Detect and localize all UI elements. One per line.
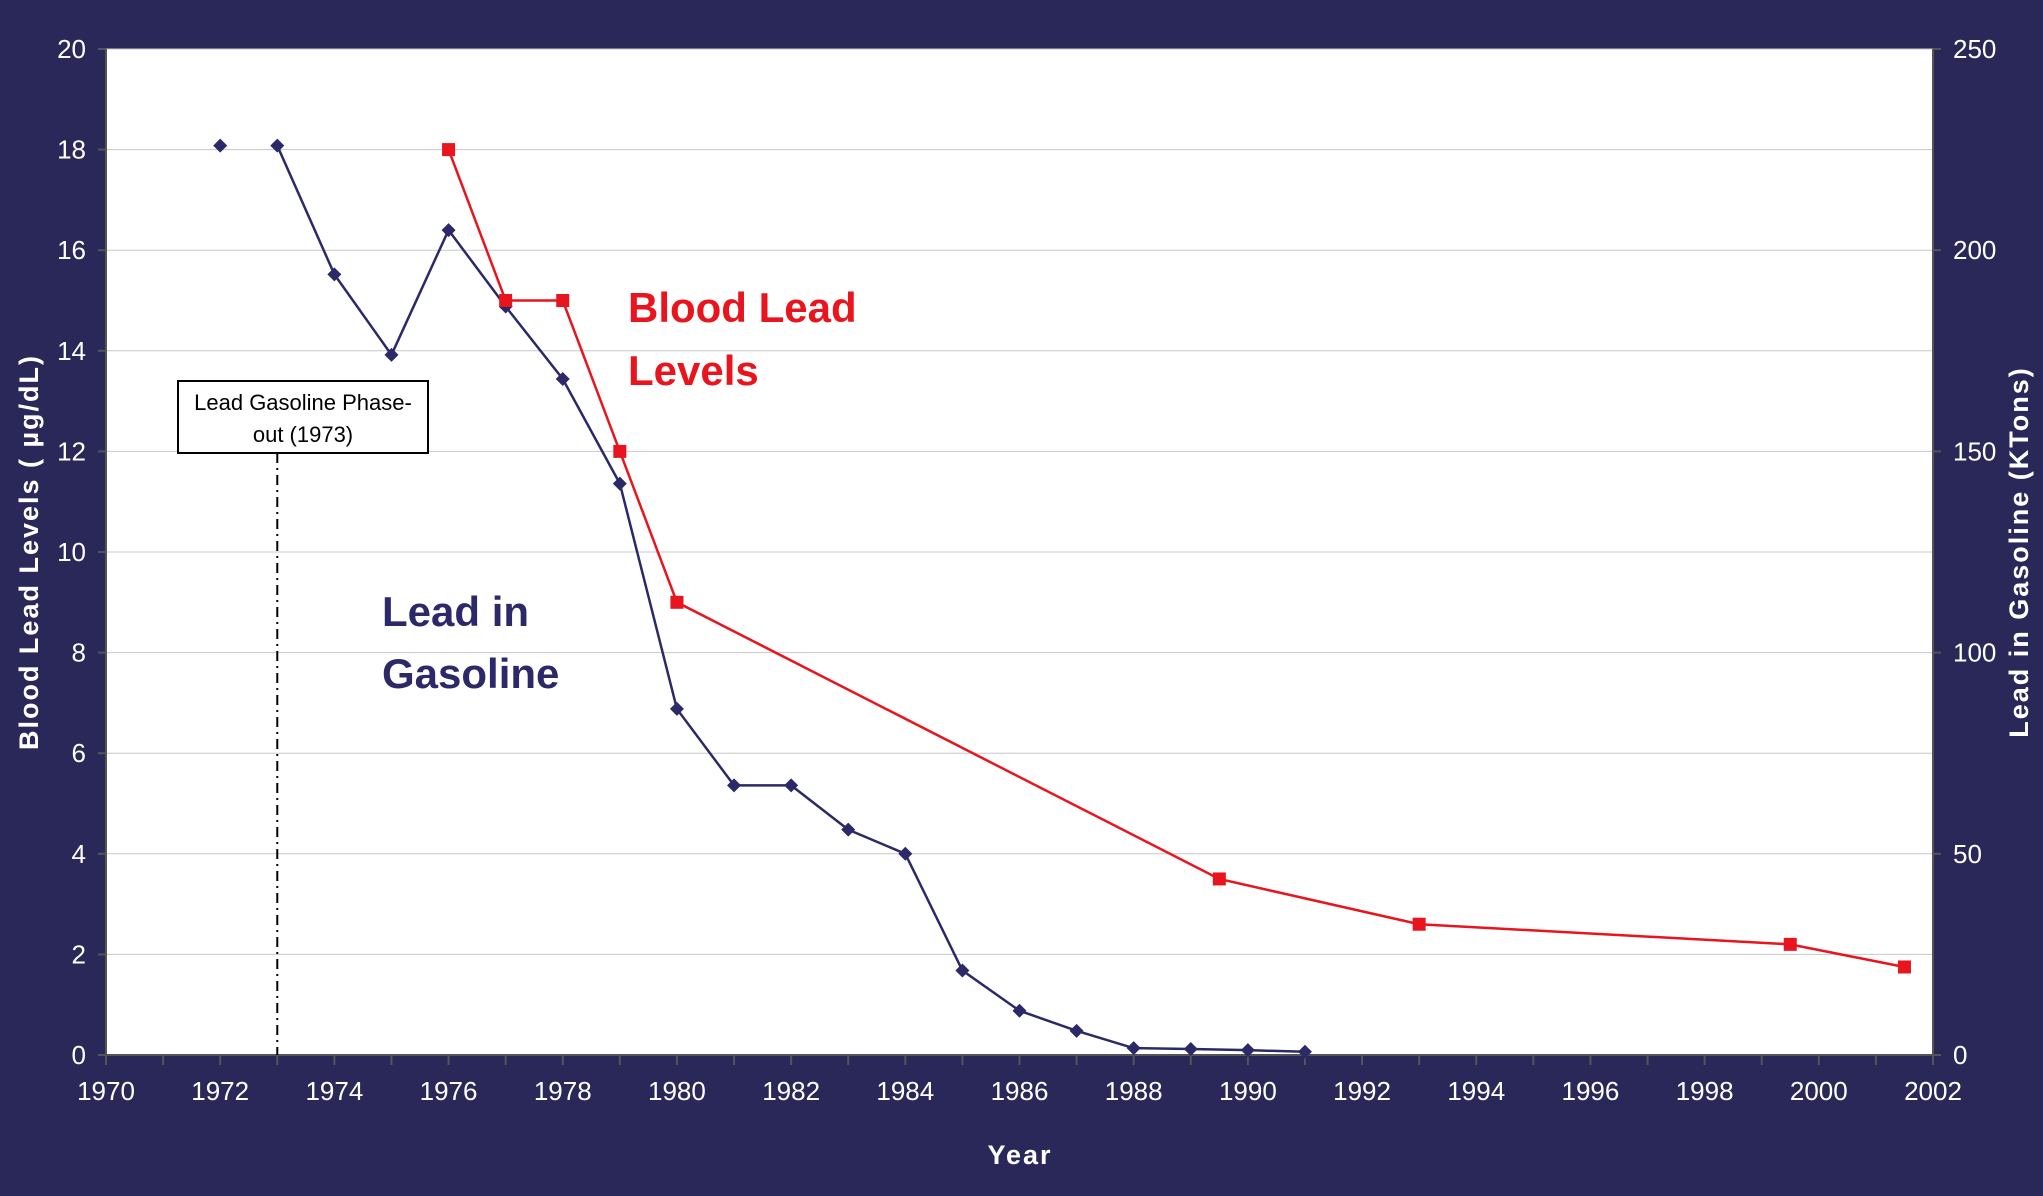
callout-box <box>177 380 429 454</box>
gas-series-label-line-1: Lead in <box>382 588 529 635</box>
gridlines <box>106 48 1933 955</box>
series-layer <box>213 138 1911 1059</box>
x-axis-title: Year <box>987 1140 1052 1170</box>
x-tick-label: 1998 <box>1676 1076 1734 1106</box>
x-tick-label: 1994 <box>1447 1076 1505 1106</box>
x-tick-label: 1990 <box>1219 1076 1277 1106</box>
left-tick-label: 12 <box>57 436 86 466</box>
blood-lead-point <box>670 595 684 609</box>
right-tick-label: 0 <box>1953 1040 1967 1070</box>
gasoline-point <box>213 138 228 153</box>
blood-lead-point <box>499 294 513 307</box>
blood-lead-point <box>1783 937 1797 951</box>
left-tick-label: 20 <box>57 34 86 64</box>
right-tick-label: 200 <box>1953 235 1996 265</box>
gasoline-point <box>612 476 627 491</box>
x-tick-label: 1996 <box>1562 1076 1620 1106</box>
x-tick-label: 1988 <box>1105 1076 1163 1106</box>
left-tick-label: 16 <box>57 235 86 265</box>
blood-lead-point <box>1212 872 1226 886</box>
gasoline-point <box>1126 1041 1141 1056</box>
blood-lead-point <box>1412 917 1426 931</box>
left-tick-label: 10 <box>57 537 86 567</box>
right-tick-label: 100 <box>1953 638 1996 668</box>
gasoline-point <box>898 846 913 861</box>
right-tick-label: 250 <box>1953 34 1996 64</box>
x-tick-label: 2000 <box>1790 1076 1848 1106</box>
blood-lead-point <box>613 444 627 458</box>
phase-out-callout: Lead Gasoline Phase- out (1973) <box>177 380 429 1055</box>
x-tick-label: 1974 <box>305 1076 363 1106</box>
x-tick-label: 1982 <box>762 1076 820 1106</box>
blood-lead-point <box>556 294 570 307</box>
blood-lead-point <box>1897 960 1911 974</box>
left-tick-label: 14 <box>57 336 86 366</box>
x-tick-label: 1980 <box>648 1076 706 1106</box>
x-tick-label: 2002 <box>1904 1076 1962 1106</box>
left-tick-label: 0 <box>72 1040 86 1070</box>
gasoline-point <box>555 371 570 386</box>
gasoline-point <box>669 701 684 716</box>
right-tick-label: 150 <box>1953 436 1996 466</box>
blood-lead-point <box>442 143 456 157</box>
gasoline-point <box>1012 1003 1027 1018</box>
left-axis-title: Blood Lead Levels ( µg/dL) <box>14 354 44 750</box>
left-tick-label: 6 <box>72 738 86 768</box>
gasoline-point <box>955 963 970 978</box>
x-axis-ticks: 1970 1972 1974 1976 1978 1980 1982 1984 1986 1988… <box>77 1055 1962 1106</box>
gas-series-label-line-2: Gasoline <box>382 650 559 697</box>
right-axis-ticks: 0 50 100 150 200 250 <box>1933 34 1996 1070</box>
gasoline-point <box>727 778 742 793</box>
x-tick-label: 1992 <box>1333 1076 1391 1106</box>
gasoline-point <box>1297 1044 1312 1059</box>
gasoline-point <box>784 778 799 793</box>
left-tick-label: 8 <box>72 638 86 668</box>
x-tick-label: 1986 <box>991 1076 1049 1106</box>
gasoline-point <box>1240 1043 1255 1058</box>
callout-text-line-2: out (1973) <box>253 422 353 447</box>
left-tick-label: 18 <box>57 135 86 165</box>
gasoline-point <box>1183 1041 1198 1056</box>
x-tick-label: 1976 <box>420 1076 478 1106</box>
left-tick-label: 2 <box>72 939 86 969</box>
x-tick-label: 1978 <box>534 1076 592 1106</box>
gasoline-point <box>270 138 285 153</box>
gasoline-point <box>327 267 342 282</box>
gasoline-point <box>1069 1023 1084 1038</box>
gasoline-point <box>841 822 856 837</box>
right-tick-label: 50 <box>1953 839 1982 869</box>
x-tick-label: 1972 <box>191 1076 249 1106</box>
left-tick-label: 4 <box>72 839 86 869</box>
right-axis-title: Lead in Gasoline (KTons) <box>2004 366 2034 738</box>
blood-series-label-line-2: Levels <box>628 347 759 394</box>
gasoline-point <box>441 223 456 238</box>
x-tick-label: 1970 <box>77 1076 135 1106</box>
callout-text-line-1: Lead Gasoline Phase- <box>194 390 412 415</box>
x-tick-label: 1984 <box>876 1076 934 1106</box>
blood-series-label-line-1: Blood Lead <box>628 284 857 331</box>
left-axis-ticks: 0 2 4 6 8 10 12 14 16 18 20 <box>57 34 106 1070</box>
gasoline-point <box>384 347 399 362</box>
